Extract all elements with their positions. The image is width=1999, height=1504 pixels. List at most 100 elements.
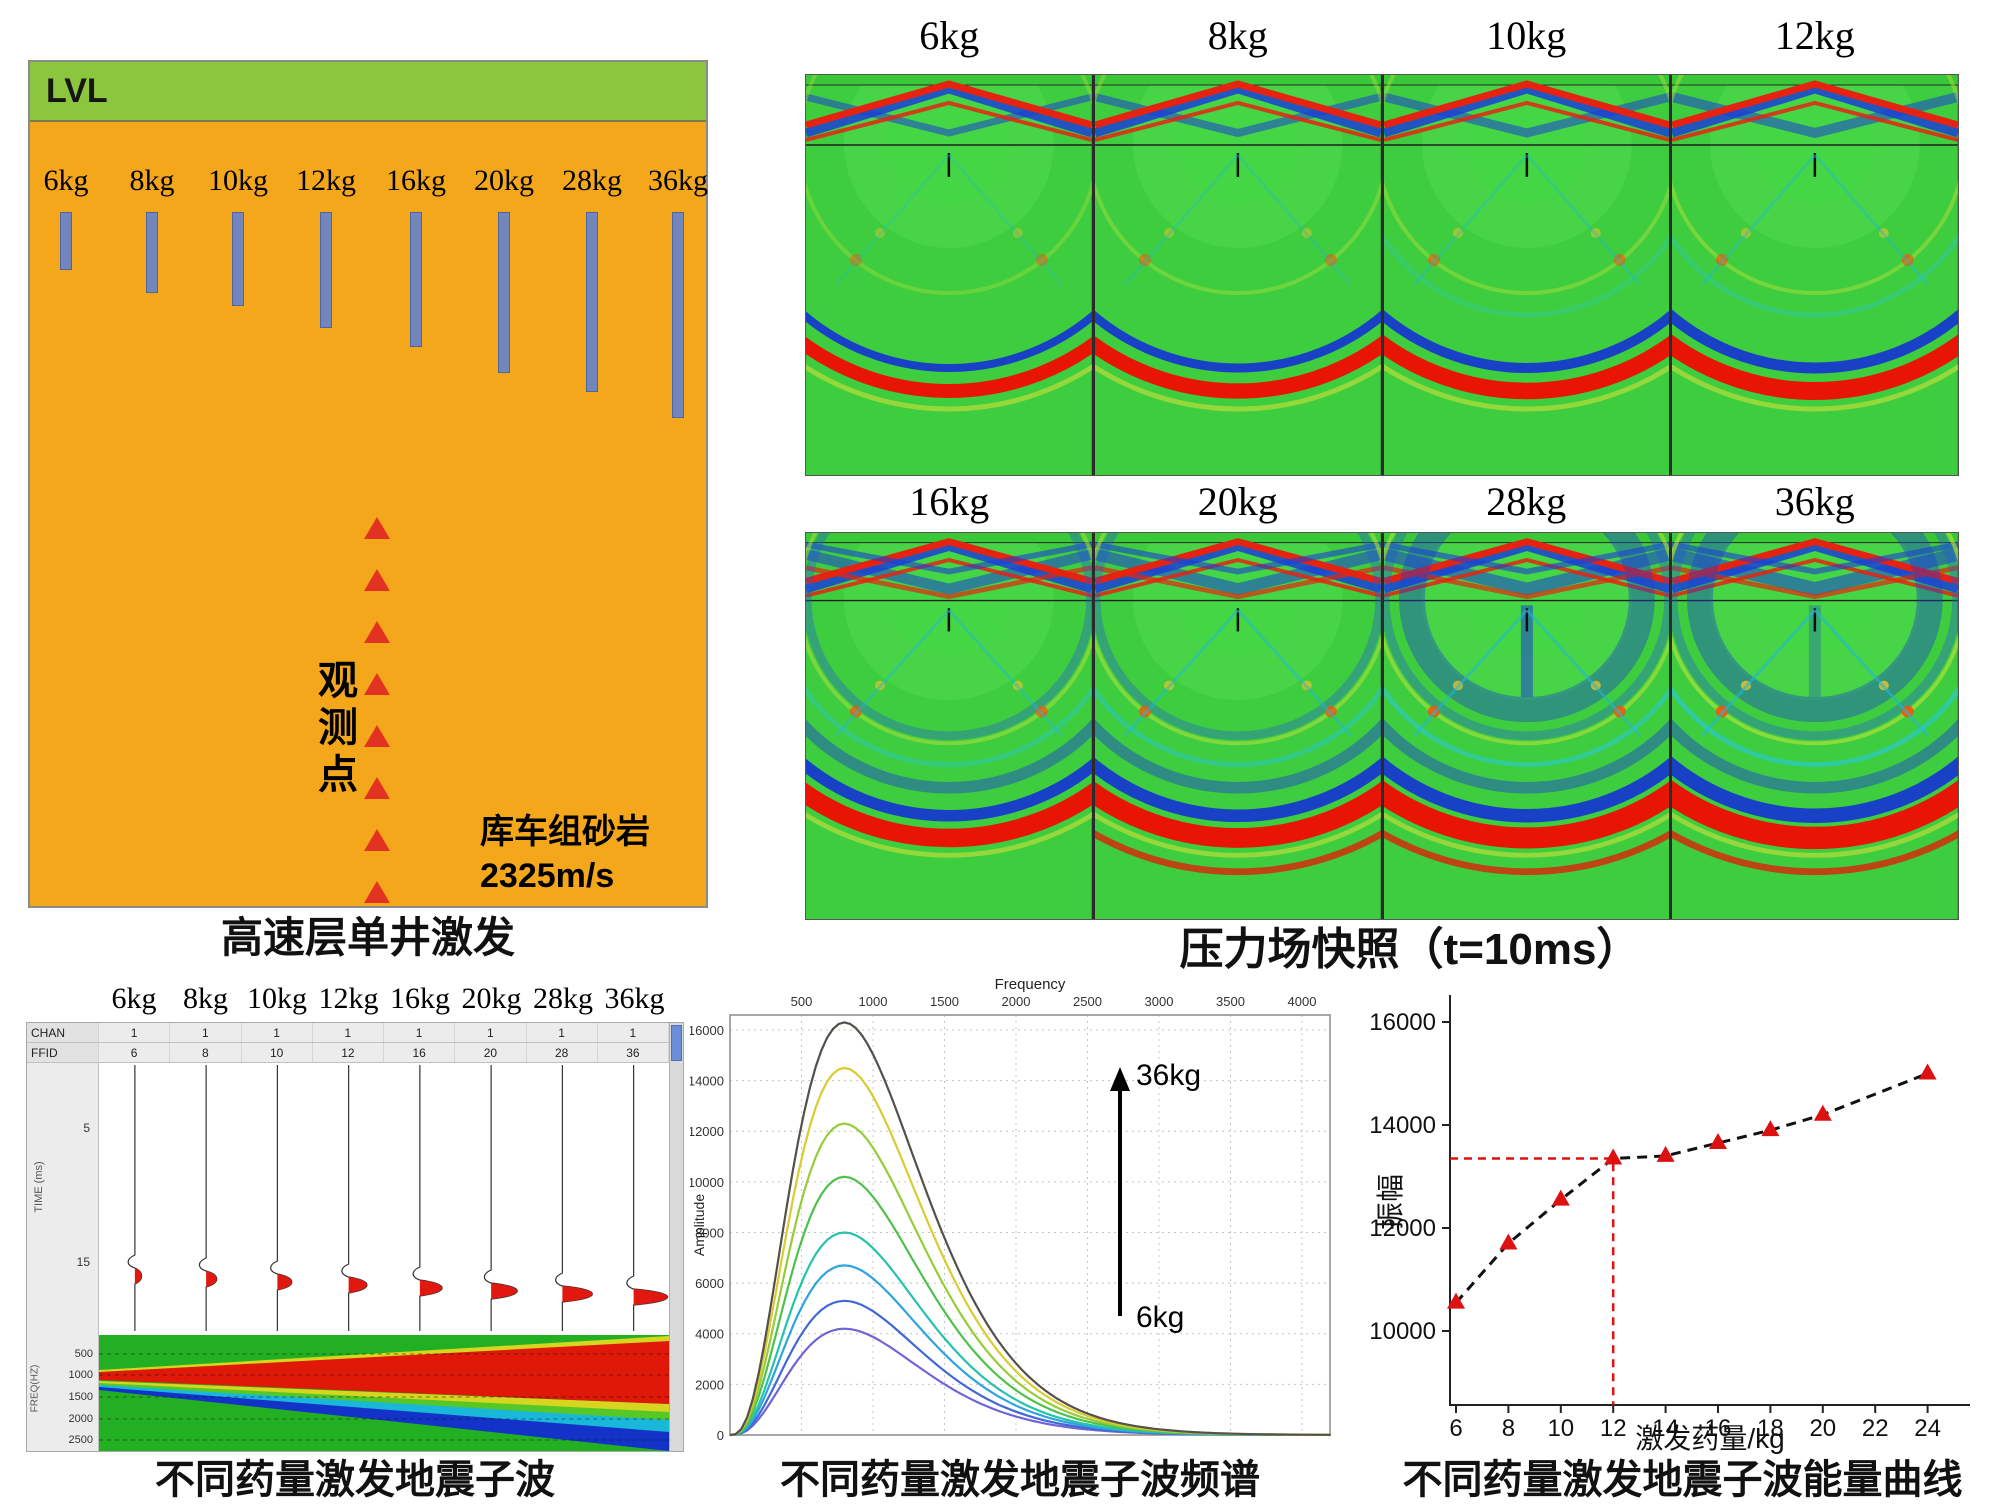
svg-text:16000: 16000 <box>690 1023 724 1038</box>
charge-label: 6kg <box>43 164 89 197</box>
svg-text:8: 8 <box>1502 1415 1515 1442</box>
snapshot-16kg <box>806 533 1092 919</box>
svg-text:1500: 1500 <box>930 994 959 1009</box>
charge-bar <box>60 212 72 270</box>
time-axis: TIME (ms) 5 15 <box>27 1063 99 1335</box>
snapshot-label: 20kg <box>1197 479 1278 524</box>
snapshot-label: 36kg <box>1774 479 1855 524</box>
svg-text:1000: 1000 <box>859 994 888 1009</box>
chan-value: 1 <box>170 1023 242 1042</box>
observation-triangle <box>364 725 390 747</box>
svg-text:12000: 12000 <box>1370 1215 1436 1242</box>
svg-text:6kg: 6kg <box>1136 1301 1184 1334</box>
ffid-value: 28 <box>527 1043 598 1062</box>
svg-text:0: 0 <box>717 1428 724 1443</box>
observation-triangle <box>364 673 390 695</box>
lvl-label: LVL <box>46 71 108 110</box>
spectrum-caption: 不同药量激发地震子波频谱 <box>780 1458 1260 1502</box>
chan-value: 1 <box>598 1023 669 1042</box>
wavelet-charge-label: 16kg <box>390 982 450 1015</box>
svg-text:18: 18 <box>1757 1415 1784 1442</box>
ffid-label: FFID <box>27 1043 99 1062</box>
svg-text:16000: 16000 <box>1370 1009 1436 1036</box>
observation-label: 观测点 <box>318 659 358 798</box>
freq-tick: 1000 <box>68 1369 93 1381</box>
snapshot-row1 <box>805 74 1959 476</box>
energy-caption: 不同药量激发地震子波能量曲线 <box>1402 1458 1963 1502</box>
ffid-row: FFID 6 8 10 12 16 20 28 36 <box>27 1043 669 1063</box>
chan-value: 1 <box>99 1023 171 1042</box>
svg-text:14000: 14000 <box>1370 1112 1436 1139</box>
observation-triangle <box>364 777 390 799</box>
charge-bar <box>232 212 244 306</box>
wavelet-trace-area: TIME (ms) 5 15 <box>27 1063 669 1335</box>
svg-text:Frequency: Frequency <box>995 976 1066 993</box>
snapshot-caption: 压力场快照（t=10ms） <box>1179 925 1641 974</box>
svg-text:12: 12 <box>1600 1415 1627 1442</box>
snapshot-label: 16kg <box>909 479 990 524</box>
chan-value: 1 <box>384 1023 456 1042</box>
svg-text:500: 500 <box>791 994 813 1009</box>
observation-triangle <box>364 517 390 539</box>
scrollbar-thumb[interactable] <box>671 1025 682 1061</box>
lvl-layer: LVL <box>30 62 706 122</box>
snapshot-labels-row2: 16kg 20kg 28kg 36kg <box>805 478 1959 525</box>
svg-text:22: 22 <box>1862 1415 1889 1442</box>
charge-bar <box>410 212 422 347</box>
svg-text:6000: 6000 <box>695 1276 724 1291</box>
snapshot-label: 28kg <box>1486 479 1567 524</box>
snapshot-12kg <box>1672 75 1958 475</box>
snapshot-10kg <box>1383 75 1670 475</box>
observation-triangle <box>364 621 390 643</box>
schematic-caption: 高速层单井激发 <box>220 914 515 961</box>
energy-chart: 10000 12000 14000 16000 6 8 10 12 14 16 18 20 22 24 振幅… <box>1370 995 1970 1454</box>
svg-text:14000: 14000 <box>690 1074 724 1089</box>
snapshot-20kg <box>1094 533 1381 919</box>
chan-row: CHAN 1 1 1 1 1 1 1 1 <box>27 1023 669 1043</box>
svg-text:3000: 3000 <box>1145 994 1174 1009</box>
svg-text:24: 24 <box>1914 1415 1941 1442</box>
svg-text:10: 10 <box>1547 1415 1574 1442</box>
svg-text:10000: 10000 <box>1370 1318 1436 1345</box>
wavelet-charge-label: 6kg <box>111 982 157 1015</box>
time-axis-label: TIME (ms) <box>33 1161 45 1213</box>
wavelet-charge-label: 28kg <box>533 982 593 1015</box>
charge-label: 36kg <box>648 164 708 197</box>
snapshot-label: 10kg <box>1486 13 1567 58</box>
charge-label: 12kg <box>296 164 356 197</box>
charge-label: 20kg <box>474 164 534 197</box>
freq-axis-label: FREQ(HZ) <box>29 1364 41 1413</box>
wavelet-charge-label: 20kg <box>461 982 522 1015</box>
svg-text:Amplitude: Amplitude <box>691 1194 707 1256</box>
schematic-panel: LVL 6kg 8kg 10kg 12kg 16kg 20kg 28kg 36kg 观测点 库… <box>28 60 708 908</box>
chan-value: 1 <box>313 1023 384 1042</box>
snapshot-labels-row1: 6kg 8kg 10kg 12kg <box>805 12 1959 59</box>
wavelet-caption: 不同药量激发地震子波 <box>155 1458 555 1502</box>
svg-text:12000: 12000 <box>690 1124 724 1139</box>
snapshot-row2 <box>805 532 1959 920</box>
snapshot-label: 8kg <box>1207 13 1268 58</box>
snapshot-8kg <box>1094 75 1381 475</box>
ffid-value: 16 <box>384 1043 456 1062</box>
svg-text:20: 20 <box>1809 1415 1836 1442</box>
ffid-value: 36 <box>598 1043 669 1062</box>
snapshot-36kg <box>1672 533 1958 919</box>
charge-bar <box>672 212 684 418</box>
scrollbar[interactable] <box>669 1023 683 1451</box>
chan-value: 1 <box>527 1023 598 1042</box>
chan-value: 1 <box>455 1023 527 1042</box>
freq-tick: 1500 <box>68 1391 93 1403</box>
svg-text:14: 14 <box>1652 1415 1679 1442</box>
wavelet-charge-label: 10kg <box>247 982 307 1015</box>
time-tick-15: 15 <box>76 1255 90 1269</box>
charge-bar <box>320 212 332 328</box>
observation-triangle <box>364 829 390 851</box>
wavelet-charge-label: 12kg <box>318 982 379 1015</box>
wavelet-traces <box>127 1065 669 1331</box>
rock-name: 库车组砂岩 <box>480 813 650 851</box>
wavelet-panel: CHAN 1 1 1 1 1 1 1 1 FFID 6 8 10 12 16 20 28 36 TIME (ms)… <box>26 1022 684 1452</box>
charge-label: 16kg <box>386 164 446 197</box>
observation-triangle <box>364 569 390 591</box>
svg-text:4000: 4000 <box>1288 994 1317 1009</box>
